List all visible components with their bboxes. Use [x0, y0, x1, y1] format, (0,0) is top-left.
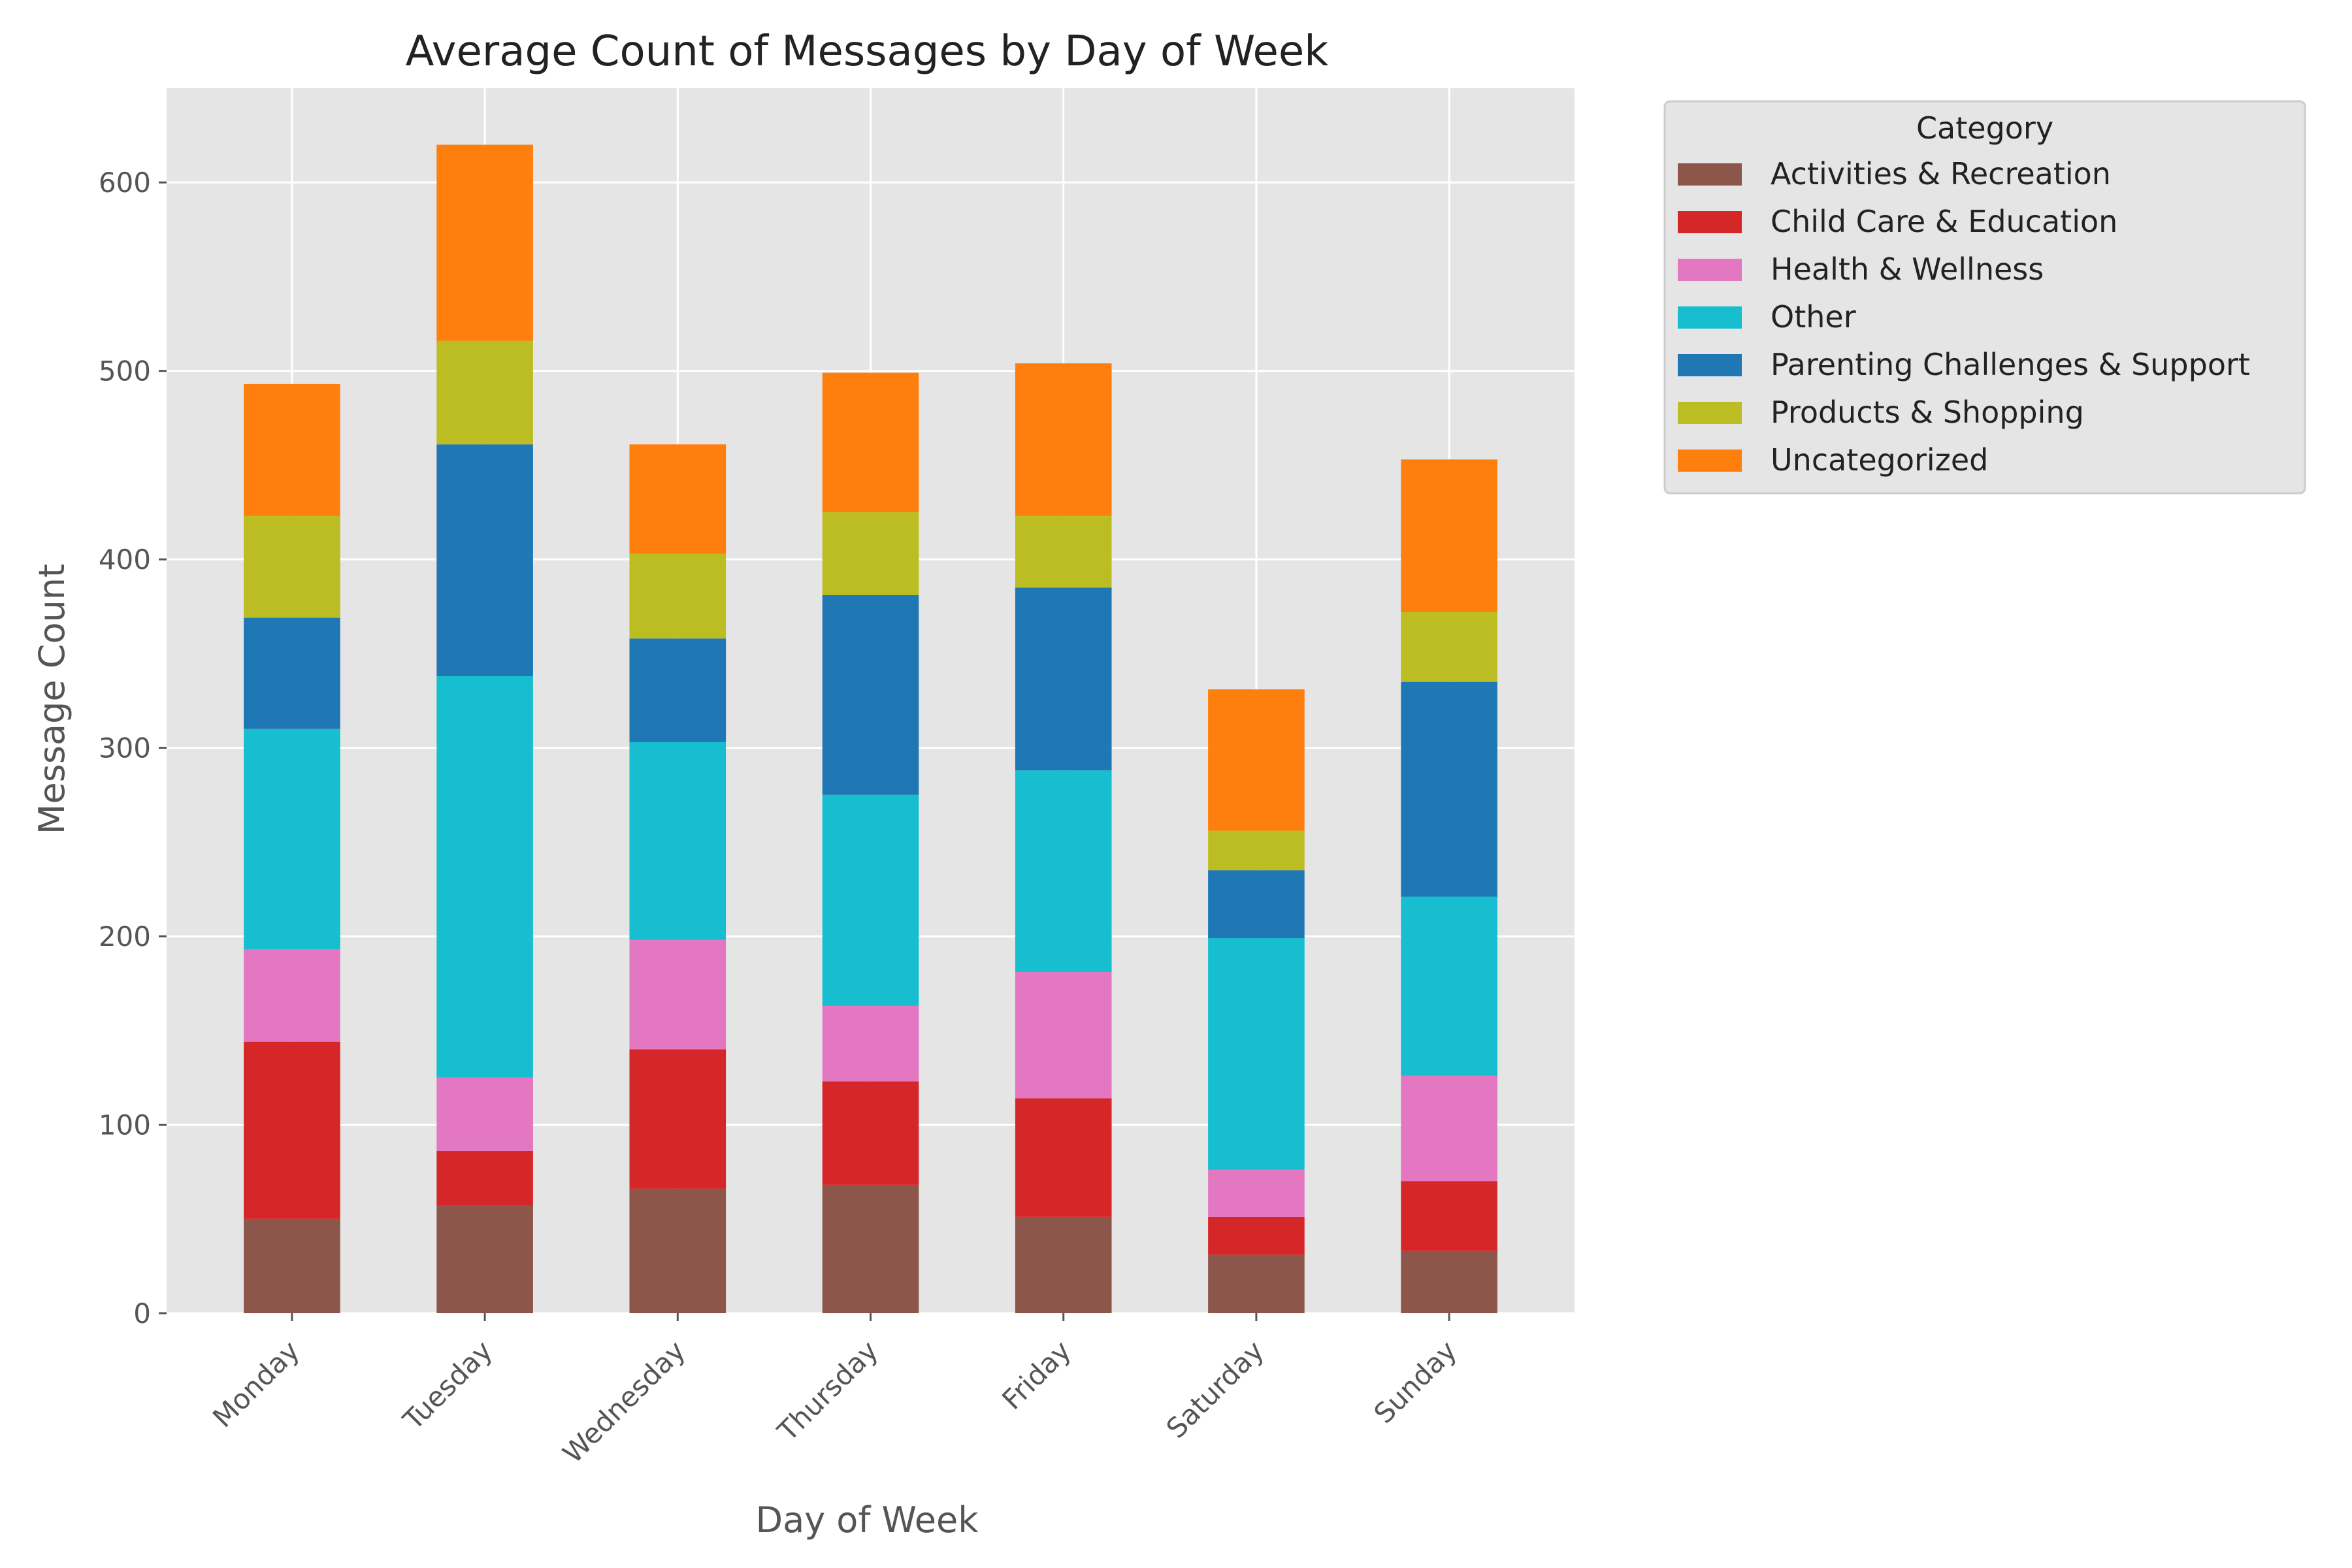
bar-segment-products-shopping [822, 512, 919, 595]
legend-title: Category [1916, 110, 2053, 146]
bar-segment-activities-recreation [244, 1218, 340, 1313]
legend-swatch [1678, 211, 1742, 233]
y-tick-label: 300 [99, 732, 151, 764]
bar-segment-parenting-challenges-support [1208, 870, 1305, 938]
bars [244, 144, 1497, 1313]
bar-segment-uncategorized [436, 144, 533, 341]
legend-swatch [1678, 306, 1742, 329]
bar-segment-health-wellness [1015, 972, 1112, 1099]
bar-segment-child-care-education [1208, 1217, 1305, 1255]
bar-segment-child-care-education [822, 1081, 919, 1185]
bar-segment-child-care-education [436, 1151, 533, 1206]
y-tick-label: 500 [99, 355, 151, 387]
bar-segment-uncategorized [1401, 459, 1497, 612]
legend-entry: Products & Shopping [1771, 395, 2084, 430]
bar-segment-other [436, 676, 533, 1078]
bar-segment-other [1015, 770, 1112, 972]
bar-segment-other [1208, 938, 1305, 1170]
y-tick-label: 200 [99, 921, 151, 953]
bar-segment-health-wellness [629, 939, 727, 1050]
bar-segment-child-care-education [244, 1041, 340, 1219]
y-tick-label: 100 [99, 1109, 151, 1141]
bar-segment-child-care-education [1015, 1098, 1112, 1217]
bar-segment-health-wellness [822, 1005, 919, 1082]
y-tick-label: 400 [99, 544, 151, 576]
legend-entry: Child Care & Education [1771, 204, 2117, 239]
y-axis-label: Message Count [31, 564, 73, 834]
bar-segment-parenting-challenges-support [244, 617, 340, 729]
legend-entry: Parenting Challenges & Support [1771, 347, 2250, 382]
y-axis-ticks: 0 100 200 300 400 500 600 [99, 167, 167, 1330]
chart-title: Average Count of Messages by Day of Week [406, 27, 1329, 76]
legend-swatch [1678, 449, 1742, 472]
bar-segment-other [1401, 896, 1497, 1076]
legend: Category Activities & Recreation Child Ca… [1663, 100, 2306, 495]
bar-stack-wednesday [629, 444, 727, 1313]
legend-entry: Health & Wellness [1771, 252, 2044, 287]
bar-stack-monday [244, 384, 340, 1313]
bar-segment-products-shopping [244, 515, 340, 618]
y-tick-label: 0 [133, 1298, 151, 1330]
bar-segment-parenting-challenges-support [1401, 681, 1497, 897]
legend-entry: Activities & Recreation [1771, 156, 2111, 191]
bar-segment-uncategorized [629, 444, 727, 554]
bar-segment-products-shopping [1401, 612, 1497, 682]
legend-swatch [1678, 259, 1742, 281]
legend-swatch [1678, 354, 1742, 376]
bar-segment-parenting-challenges-support [1015, 587, 1112, 771]
bar-segment-uncategorized [1208, 689, 1305, 831]
y-tick-label: 600 [99, 167, 151, 199]
legend-swatch [1678, 402, 1742, 424]
x-axis-label: Day of Week [756, 1499, 979, 1541]
bar-segment-uncategorized [822, 372, 919, 513]
bar-segment-products-shopping [436, 340, 533, 445]
bar-segment-health-wellness [244, 949, 340, 1042]
bar-segment-activities-recreation [1208, 1254, 1305, 1313]
bar-segment-health-wellness [1401, 1075, 1497, 1182]
bar-segment-other [629, 742, 727, 940]
bar-segment-uncategorized [244, 384, 340, 516]
bar-segment-uncategorized [1015, 363, 1112, 516]
bar-segment-products-shopping [1015, 515, 1112, 588]
legend-entry: Other [1771, 299, 1856, 335]
bar-stack-saturday [1208, 689, 1305, 1313]
bar-stack-sunday [1401, 459, 1497, 1313]
legend-entry: Uncategorized [1771, 442, 1988, 478]
bar-stack-thursday [822, 372, 919, 1313]
bar-stack-tuesday [436, 144, 533, 1313]
bar-segment-activities-recreation [822, 1184, 919, 1313]
bar-segment-parenting-challenges-support [629, 638, 727, 742]
bar-segment-activities-recreation [1401, 1250, 1497, 1313]
bar-segment-parenting-challenges-support [436, 444, 533, 676]
bar-segment-products-shopping [1208, 830, 1305, 871]
bar-segment-other [822, 794, 919, 1006]
legend-swatch [1678, 163, 1742, 186]
bar-segment-activities-recreation [1015, 1217, 1112, 1313]
bar-segment-child-care-education [629, 1049, 727, 1189]
bar-segment-activities-recreation [436, 1205, 533, 1313]
bar-segment-activities-recreation [629, 1188, 727, 1313]
bar-segment-health-wellness [436, 1077, 533, 1151]
legend-box [1663, 100, 2306, 495]
bar-segment-child-care-education [1401, 1181, 1497, 1251]
bar-stack-friday [1015, 363, 1112, 1313]
bar-segment-other [244, 728, 340, 950]
bar-segment-parenting-challenges-support [822, 595, 919, 795]
bar-segment-products-shopping [629, 553, 727, 639]
bar-segment-health-wellness [1208, 1169, 1305, 1217]
